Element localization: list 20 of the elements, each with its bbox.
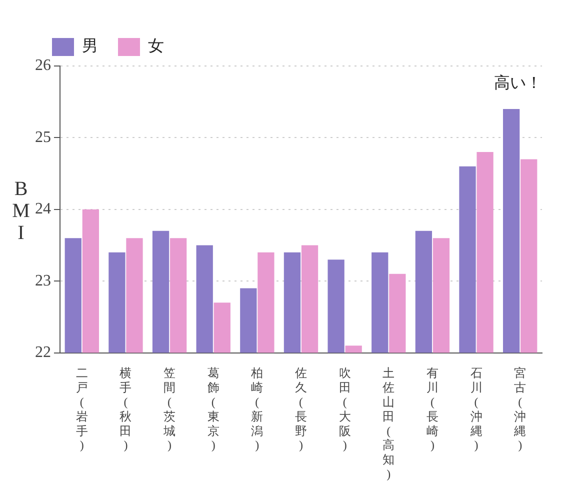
x-tick-label: 二戸(岩手)	[76, 366, 88, 452]
x-tick-label: 有川(長崎)	[426, 366, 438, 452]
x-tick-label: 葛飾(東京)	[207, 366, 220, 452]
x-tick-label: 笠間(茨城)	[162, 366, 176, 452]
y-axis-title: BMI	[9, 178, 32, 244]
y-tick-label: 26	[35, 57, 51, 74]
y-tick-label: 22	[35, 344, 51, 362]
x-tick-label: 宮古(沖縄)	[513, 366, 526, 452]
x-tick-label: 横手(秋田)	[120, 366, 132, 452]
y-tick-label: 24	[35, 200, 51, 218]
x-tick-label: 佐久(長野)	[295, 366, 307, 452]
x-tick-label: 柏崎(新潟)	[250, 366, 264, 452]
annotation: 高い！	[494, 74, 542, 92]
y-tick-label: 23	[35, 272, 51, 290]
legend-label: 男	[82, 38, 98, 56]
x-tick-label: 吹田(大阪)	[338, 366, 351, 452]
y-tick-label: 25	[35, 128, 51, 146]
x-tick-label: 石川(沖縄)	[469, 366, 482, 452]
legend-label: 女	[148, 38, 164, 56]
x-tick-label: 土佐山田(高知)	[382, 366, 395, 481]
